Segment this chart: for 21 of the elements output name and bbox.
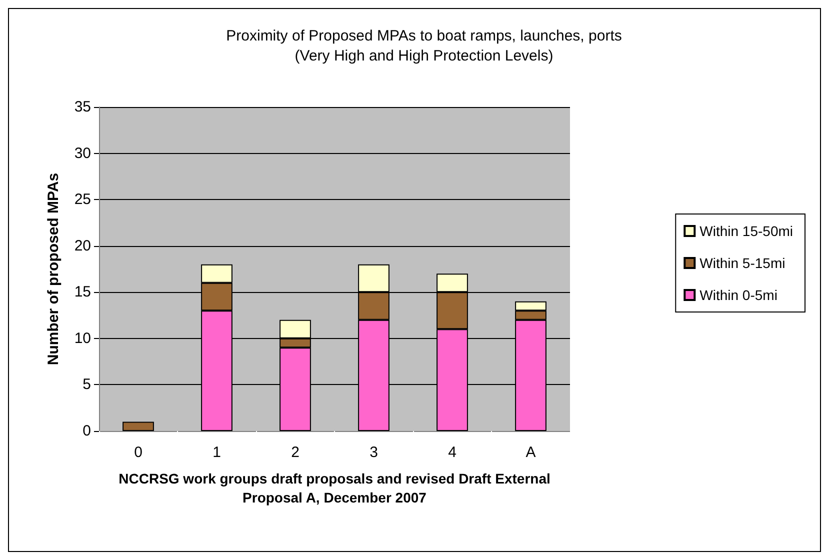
x-tick-label: 1	[212, 444, 221, 461]
x-tick-label: A	[526, 444, 536, 461]
x-tick-label: 0	[134, 444, 142, 461]
y-tick-label: 5	[82, 376, 91, 394]
y-tick-label: 25	[74, 191, 91, 208]
chart-title: Proximity of Proposed MPAs to boat ramps, launches, ports (Very High and High Protection Levels)	[226, 28, 622, 64]
x-axis-title: NCCRSG work groups draft proposals and revised Draft External Proposal A, December 2007	[118, 470, 550, 506]
legend-label: Within 15-50mi	[700, 223, 794, 239]
y-tick-label: 35	[74, 98, 91, 116]
y-tick-label: 15	[74, 284, 91, 301]
x-tick-label: 2	[291, 444, 300, 461]
x-tick-label: 3	[370, 444, 378, 461]
y-axis-title: Number of proposed MPAs	[45, 172, 62, 366]
y-tick-label: 0	[82, 422, 91, 440]
bar	[122, 422, 154, 431]
y-tick-label: 20	[74, 237, 91, 254]
x-tick-label: 4	[448, 444, 456, 461]
legend-label: Within 5-15mi	[700, 255, 786, 271]
y-tick-label: 10	[74, 330, 91, 347]
legend-label: Within 0-5mi	[700, 287, 778, 303]
y-tick-label: 30	[74, 144, 91, 162]
